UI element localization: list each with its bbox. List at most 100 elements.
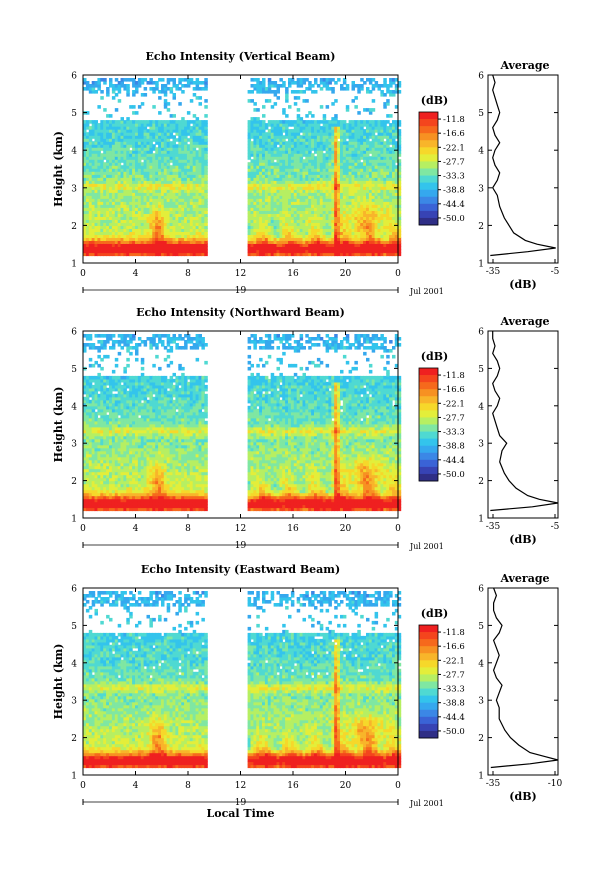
heat-cell: [91, 249, 96, 254]
heat-cell: [140, 150, 145, 154]
heat-cell: [181, 129, 185, 133]
heat-cell: [129, 207, 133, 211]
colorbar-swatch: [419, 203, 438, 212]
heat-cell: [163, 198, 168, 202]
heat-cell: [117, 177, 122, 181]
heat-cell: [163, 225, 168, 229]
heat-cell: [155, 234, 159, 238]
heat-cell: [155, 180, 159, 184]
heat-cell: [94, 222, 98, 226]
heat-cell: [97, 219, 101, 223]
heat-cell: [184, 174, 188, 178]
heat-cell: [117, 225, 122, 229]
heat-cell: [83, 249, 87, 254]
heat-cell: [111, 174, 116, 178]
heat-cell: [155, 252, 159, 257]
heat-cell: [149, 123, 153, 127]
heat-cell: [103, 243, 107, 247]
heat-cell: [109, 138, 113, 142]
heat-cell: [354, 105, 358, 109]
heat-cell: [175, 126, 179, 130]
heat-cell: [172, 246, 176, 251]
heat-cell: [123, 222, 127, 226]
heat-cell: [186, 246, 191, 251]
heat-cell: [178, 102, 182, 106]
heat-cell: [181, 195, 185, 199]
heat-cell: [114, 123, 119, 127]
heat-cell: [103, 174, 107, 178]
heat-cell: [181, 180, 185, 184]
heat-cell: [189, 168, 194, 172]
heat-cell: [117, 192, 122, 196]
heat-cell: [126, 90, 130, 94]
heat-cell: [135, 213, 139, 217]
heat-cell: [140, 132, 145, 136]
heat-cell: [103, 168, 107, 172]
heat-cell: [132, 213, 136, 217]
heat-cell: [169, 126, 174, 130]
heat-cell: [137, 210, 142, 214]
panel-title: Echo Intensity (Vertical Beam): [145, 50, 335, 63]
heat-cell: [114, 240, 119, 244]
heat-cell: [126, 153, 130, 157]
heat-cell: [143, 198, 148, 202]
heat-cell: [132, 210, 136, 214]
heat-cell: [123, 249, 127, 254]
heat-cell: [109, 147, 113, 151]
heat-cell: [132, 105, 136, 109]
heat-cell: [97, 84, 101, 88]
heat-cell: [158, 120, 162, 124]
heat-cell: [85, 213, 90, 217]
heat-cell: [169, 195, 174, 199]
heat-cell: [163, 159, 168, 163]
heat-cell: [106, 153, 110, 157]
heat-cell: [103, 126, 107, 130]
heat-cell: [135, 216, 139, 220]
heat-cell: [88, 129, 93, 133]
heat-cell: [106, 225, 110, 229]
heat-cell: [163, 222, 168, 226]
heat-cell: [109, 252, 113, 257]
heat-cell: [158, 252, 162, 257]
heat-cell: [91, 234, 96, 238]
heat-cell: [282, 81, 286, 85]
heat-cell: [172, 204, 176, 208]
heat-cell: [169, 249, 174, 254]
heat-cell: [123, 159, 127, 163]
heat-cell: [83, 252, 87, 257]
heat-cell: [175, 189, 179, 193]
heat-cell: [83, 81, 87, 85]
heat-cell: [83, 165, 87, 169]
heat-cell: [88, 180, 93, 184]
heat-cell: [100, 96, 104, 100]
heat-cell: [83, 198, 87, 202]
heat-cell: [186, 120, 191, 124]
heat-cell: [97, 204, 101, 208]
heat-cell: [178, 177, 182, 181]
heat-cell: [117, 243, 122, 247]
heat-cell: [337, 78, 341, 82]
heat-cell: [140, 237, 145, 241]
heat-cell: [109, 234, 113, 238]
heat-cell: [111, 219, 116, 223]
heat-cell: [184, 78, 188, 82]
heat-cell: [152, 246, 156, 251]
heat-cell: [175, 84, 179, 88]
heat-cell: [172, 252, 176, 257]
heat-cell: [123, 246, 127, 251]
heat-cell: [91, 228, 96, 232]
heat-cell: [186, 186, 191, 190]
heat-cell: [184, 156, 188, 160]
heat-cell: [161, 195, 165, 199]
heat-cell: [152, 225, 156, 229]
average-x-tick-label: -5: [551, 267, 560, 277]
heat-cell: [178, 171, 182, 175]
heat-cell: [155, 174, 159, 178]
heat-cell: [155, 231, 159, 235]
heat-cell: [137, 174, 142, 178]
heat-cell: [123, 204, 127, 208]
heat-cell: [88, 90, 93, 94]
heat-cell: [85, 225, 90, 229]
heat-cell: [94, 216, 98, 220]
heat-cell: [175, 216, 179, 220]
